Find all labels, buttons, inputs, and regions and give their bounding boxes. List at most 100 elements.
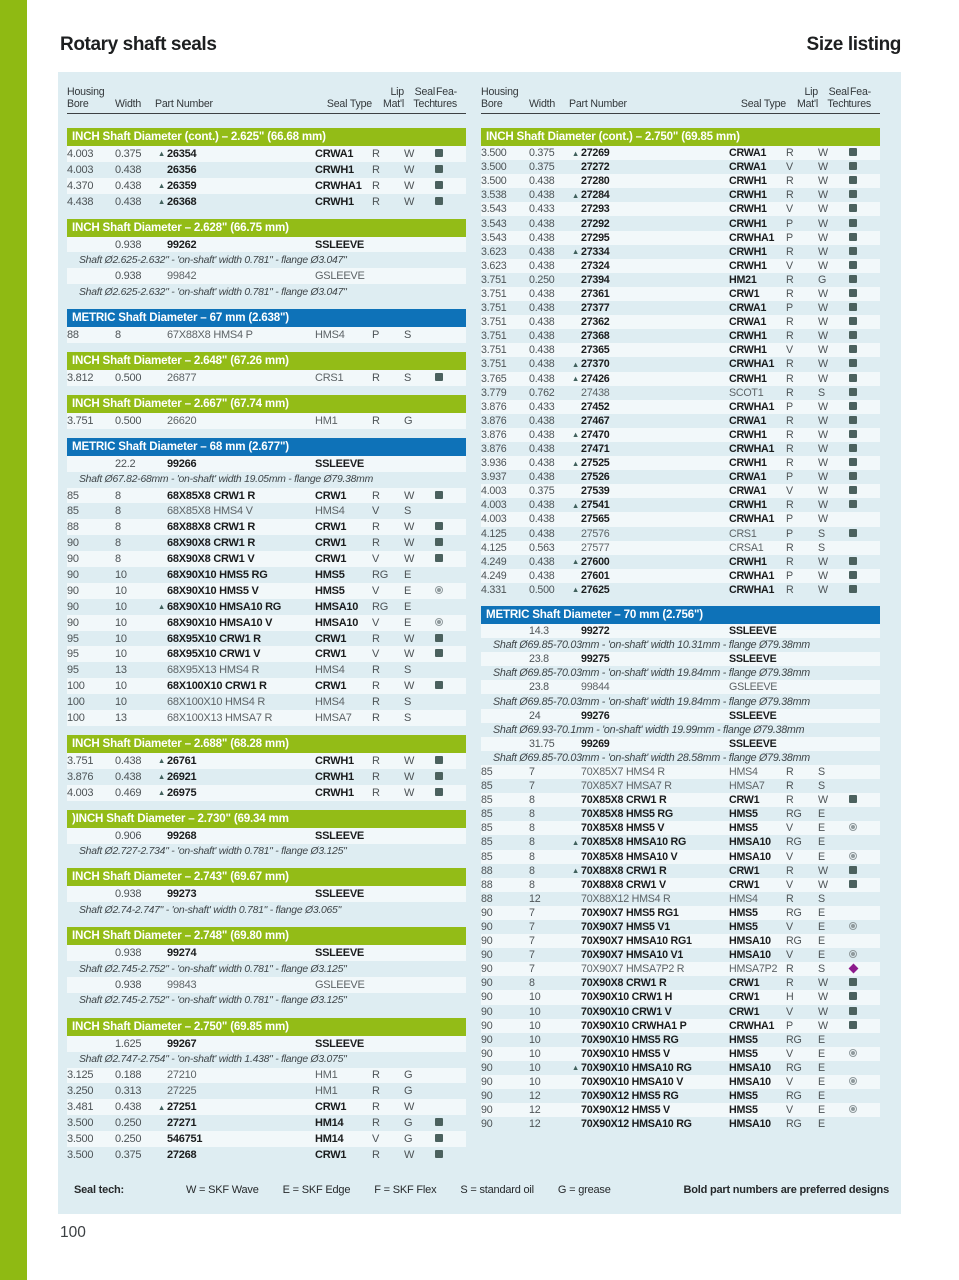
lip-material-cell: P — [786, 471, 793, 484]
table-row: 4.003 0.438 ▲ 27541 CRWH1 R W — [481, 498, 880, 512]
part-number-cell: 99266 — [167, 457, 197, 470]
note-row: Shaft Ø67.82-68mm - 'on-shaft' width 19.… — [79, 474, 373, 486]
width-cell: 8 — [529, 836, 535, 849]
legend-bold-note: Bold part numbers are preferred designs — [683, 1184, 889, 1196]
bore-cell: 90 — [67, 537, 79, 550]
bore-cell: 4.249 — [481, 555, 507, 568]
part-number-cell: 68X95X13 HMS4 R — [167, 664, 260, 677]
features-cell — [849, 1048, 871, 1060]
table-row: 90 10 68X90X10 HMS5 V HMS5 V E — [67, 582, 466, 599]
bore-cell: 90 — [481, 1118, 493, 1131]
width-cell: 8 — [529, 808, 535, 821]
features-cell — [435, 1117, 457, 1129]
lip-material-cell: R — [786, 765, 794, 778]
width-cell: 7 — [529, 921, 535, 934]
bore-cell: 3.543 — [481, 203, 507, 216]
part-number-cell: 27526 — [581, 471, 610, 484]
seal-type-cell: CRW1 — [729, 878, 760, 891]
width-cell: 0.313 — [115, 1085, 142, 1098]
lip-material-cell: R — [786, 386, 794, 399]
feature-diamond-icon — [848, 963, 859, 974]
lip-material-cell: V — [786, 1076, 793, 1089]
lip-material-cell: P — [786, 1019, 793, 1032]
width-cell: 0.375 — [529, 147, 555, 160]
seal-tech-cell: E — [818, 921, 825, 934]
feature-circle-icon — [435, 585, 443, 594]
width-cell: 0.438 — [529, 344, 555, 357]
lip-material-cell: R — [372, 1117, 380, 1130]
lip-material-cell: V — [786, 259, 793, 272]
shaft-diameter-section: INCH Shaft Diameter – 2.667" (67.74 mm) 3… — [67, 394, 466, 429]
feature-square-icon — [849, 992, 857, 1001]
bore-cell: 85 — [481, 836, 493, 849]
header-part-number: Part Number — [569, 98, 627, 110]
width-cell: 8 — [529, 864, 535, 877]
preferred-triangle-icon: ▲ — [157, 197, 165, 207]
part-number-cell: 70X90X10 HMSA10 V — [581, 1076, 684, 1089]
seal-type-cell: HMSA10 — [729, 1061, 771, 1074]
note-row: Shaft Ø69.93-70.1mm - 'on-shaft' width 1… — [493, 723, 805, 736]
width-cell: 8 — [115, 537, 121, 550]
table-row: 90 7 70X90X7 HMSA10 V1 HMSA10 V E — [481, 948, 880, 962]
part-number-cell: 70X90X8 CRW1 R — [581, 977, 667, 990]
seal-tech-cell: G — [404, 1117, 413, 1130]
preferred-triangle-icon: ▲ — [571, 500, 579, 510]
lip-material-cell: V — [786, 485, 793, 498]
seal-type-cell: CRWH1 — [729, 245, 767, 258]
lip-material-cell: R — [786, 330, 794, 343]
bore-cell: 3.876 — [481, 428, 507, 441]
seal-tech-cell: W — [818, 878, 828, 891]
part-number-cell: 26761 — [167, 754, 197, 767]
part-number-cell: 99843 — [167, 978, 197, 991]
width-cell: 10 — [115, 680, 127, 693]
part-number-cell: 26620 — [167, 414, 197, 427]
feature-circle-icon — [435, 617, 443, 626]
width-cell: 8 — [529, 878, 535, 891]
seal-tech-cell: W — [818, 358, 828, 371]
seal-tech-cell: E — [818, 836, 825, 849]
width-cell: 0.438 — [529, 189, 555, 202]
width-cell: 0.433 — [529, 400, 555, 413]
width-cell: 0.375 — [115, 1148, 142, 1161]
table-row: 90 10 70X90X10 CRW1 H CRW1 H W — [481, 990, 880, 1005]
lip-material-cell: RG — [786, 1118, 802, 1131]
shaft-diameter-section: METRIC Shaft Diameter – 67 mm (2.638") 88… — [67, 309, 466, 344]
bore-cell: 88 — [67, 521, 79, 534]
lip-material-cell: V — [372, 616, 380, 629]
note-row: Shaft Ø2.745-2.752" - 'on-shaft' width 0… — [79, 995, 347, 1007]
part-number-cell: 70X90X10 HMS5 RG — [581, 1033, 679, 1046]
lip-material-cell: R — [372, 680, 380, 693]
table-row: 3.751 0.438 ▲ 27370 CRWHA1 R W — [481, 357, 880, 371]
width-cell: 0.438 — [529, 471, 555, 484]
width-cell: 0.188 — [115, 1069, 142, 1082]
seal-type-cell: CRS1 — [729, 527, 757, 540]
features-cell — [849, 246, 871, 258]
seal-type-cell: CRWA1 — [729, 485, 767, 498]
legend-item: S = standard oil — [460, 1184, 534, 1196]
seal-type-cell: CRW1 — [729, 1005, 760, 1018]
part-number-cell: 70X88X12 HMS4 R — [581, 892, 671, 905]
part-number-cell: 27268 — [167, 1148, 197, 1161]
lip-material-cell: R — [372, 1085, 380, 1098]
part-number-cell: 99269 — [581, 737, 610, 750]
table-row: 90 10 70X90X10 HMS5 V HMS5 V E — [481, 1046, 880, 1061]
part-number-cell: 70X85X7 HMS4 R — [581, 765, 665, 778]
seal-type-cell: CRWA1 — [729, 414, 767, 427]
part-number-cell: 68X95X10 CRW1 R — [167, 632, 261, 645]
lip-material-cell: R — [372, 1069, 380, 1082]
table-row: 3.751 0.500 26620 HM1 R G — [67, 412, 466, 429]
lip-material-cell: R — [372, 537, 380, 550]
table-row: 3.543 0.433 27293 CRWH1 V W — [481, 202, 880, 217]
lip-material-cell: R — [372, 163, 380, 176]
width-cell: 0.438 — [529, 287, 555, 300]
lip-material-cell: R — [786, 794, 794, 807]
table-row: 3.751 0.438 27361 CRW1 R W — [481, 286, 880, 302]
lip-material-cell: V — [786, 949, 793, 962]
bore-cell: 3.936 — [481, 457, 507, 470]
part-number-cell: 68X85X8 HMS4 V — [167, 505, 253, 518]
bore-cell: 3.250 — [67, 1085, 94, 1098]
part-number-cell: 68X100X13 HMSA7 R — [167, 711, 273, 724]
table-row: 3.751 0.438 27362 CRWA1 R W — [481, 315, 880, 330]
width-cell: 0.438 — [115, 195, 142, 208]
feature-circle-icon — [849, 823, 857, 832]
